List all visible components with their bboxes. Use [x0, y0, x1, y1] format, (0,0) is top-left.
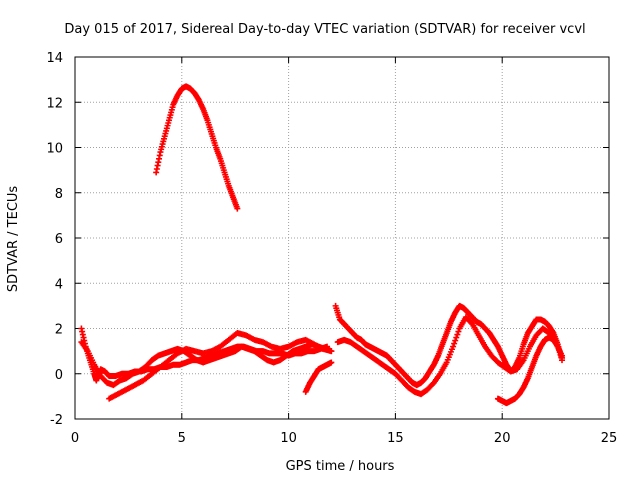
data-point	[559, 354, 566, 361]
y-tick-label: 6	[55, 232, 63, 247]
series-arc-g	[494, 334, 566, 407]
data-point	[450, 343, 457, 350]
x-tick-label: 25	[601, 431, 618, 446]
x-tick-label: 5	[178, 431, 186, 446]
data-point	[468, 319, 475, 326]
x-tick-label: 10	[280, 431, 297, 446]
data-point	[455, 328, 462, 335]
series-arc-f	[334, 314, 566, 398]
series-arc-c	[106, 330, 335, 402]
data-point	[453, 334, 460, 341]
data-points	[78, 83, 566, 407]
series-arc-b	[78, 339, 335, 389]
data-point	[454, 331, 461, 338]
plot-border	[74, 56, 610, 420]
y-axis-label: SDTVAR / TECUs	[6, 186, 21, 293]
y-tick-label: 8	[55, 187, 63, 202]
chart-title: Day 015 of 2017, Sidereal Day-to-day VTE…	[64, 22, 585, 37]
y-tick-label: 2	[55, 323, 63, 338]
plot-frame	[74, 56, 610, 420]
y-tick-label: 12	[46, 96, 63, 111]
x-axis-ticks: 0 5 10 15 20 25	[71, 431, 617, 446]
data-point	[328, 348, 335, 355]
series-high-arc	[153, 83, 241, 212]
x-tick-label: 20	[494, 431, 511, 446]
y-tick-label: 0	[55, 368, 63, 383]
data-point	[234, 205, 241, 212]
data-point	[328, 359, 335, 366]
y-axis-ticks: -2 0 2 4 6 8 10 12 14	[46, 51, 63, 428]
y-tick-label: 14	[46, 51, 63, 66]
data-point	[452, 337, 459, 344]
x-tick-label: 0	[71, 431, 79, 446]
series-arc-d	[302, 359, 335, 395]
y-tick-label: -2	[50, 413, 63, 428]
y-tick-label: 10	[46, 142, 63, 157]
x-tick-label: 15	[387, 431, 404, 446]
grid-lines	[75, 57, 609, 419]
data-point	[451, 340, 458, 347]
y-tick-label: 4	[55, 277, 63, 292]
x-axis-label: GPS time / hours	[286, 459, 395, 474]
